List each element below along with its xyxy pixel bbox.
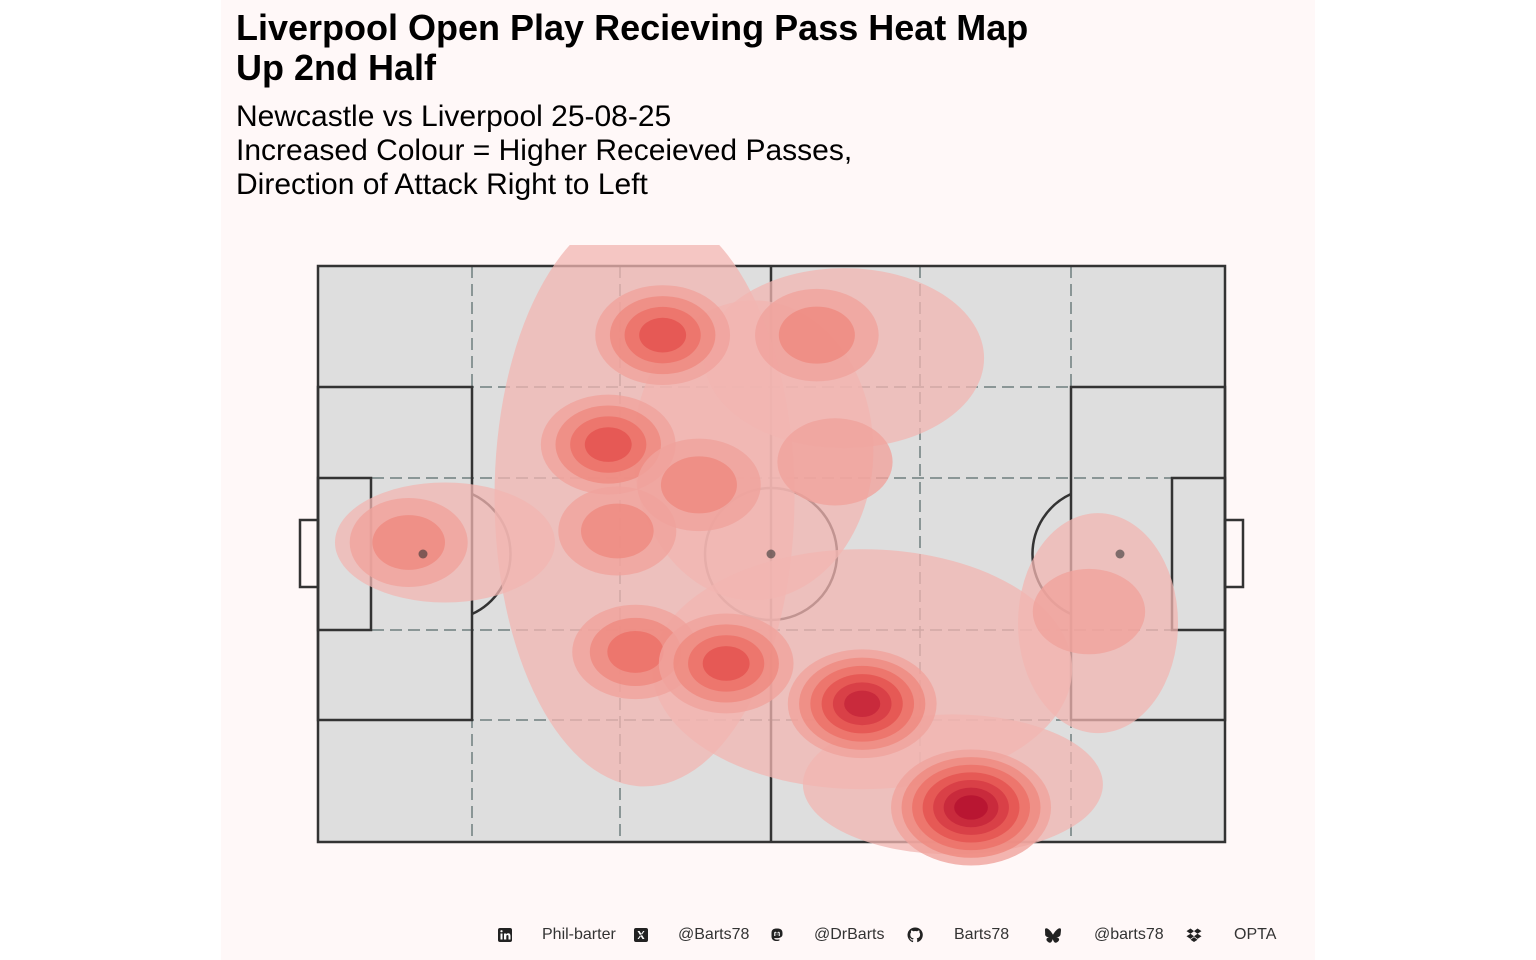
right-goal xyxy=(1223,518,1245,589)
density-hotspot-5-level-2 xyxy=(607,630,664,673)
title-line-1: Liverpool Open Play Recieving Pass Heat … xyxy=(236,7,1029,48)
bluesky-icon[interactable] xyxy=(1045,927,1061,943)
mastodon-icon[interactable] xyxy=(769,927,785,943)
subtitle-line-3: Direction of Attack Right to Left xyxy=(236,168,648,201)
density-hotspot-10-level-1 xyxy=(581,503,654,559)
x-handle[interactable]: @Barts78 xyxy=(678,926,750,943)
density-hotspot-11-level-0 xyxy=(1032,568,1146,655)
centre-spot xyxy=(766,549,776,559)
density-hotspot-9-level-1 xyxy=(372,515,446,570)
footer-credits: Phil-barter @Barts78 @DrBarts Barts78 @b… xyxy=(480,924,1300,948)
density-hotspot-7-level-5 xyxy=(844,690,881,717)
title-line-2: Up 2nd Half xyxy=(236,47,437,88)
density-hotspot-6-level-3 xyxy=(702,646,750,681)
density-hotspot-2-level-1 xyxy=(660,456,737,514)
dropbox-icon xyxy=(1186,928,1202,942)
density-hotspot-0-level-3 xyxy=(639,317,687,353)
density-layer xyxy=(334,245,1179,866)
left-penalty-spot xyxy=(418,549,428,559)
density-hotspot-1-level-3 xyxy=(584,427,632,462)
github-icon[interactable] xyxy=(907,927,923,943)
density-hotspot-4-level-0 xyxy=(777,418,893,506)
github-handle[interactable]: Barts78 xyxy=(954,926,1010,943)
linkedin-icon[interactable] xyxy=(497,927,513,943)
right-penalty-spot xyxy=(1115,549,1125,559)
density-hotspot-8-level-6 xyxy=(954,795,988,820)
left-goal xyxy=(298,518,320,589)
chart-title: Liverpool Open Play Recieving Pass Heat … xyxy=(236,8,1236,88)
density-hotspot-3-level-1 xyxy=(778,306,855,364)
mastodon-handle[interactable]: @DrBarts xyxy=(814,926,885,943)
x-twitter-icon[interactable] xyxy=(633,927,649,943)
linkedin-handle[interactable]: Phil-barter xyxy=(542,926,616,943)
data-source: OPTA xyxy=(1234,926,1277,943)
subtitle-line-1: Newcastle vs Liverpool 25-08-25 xyxy=(236,100,672,133)
pitch-spots xyxy=(418,549,1125,559)
subtitle-line-2: Increased Colour = Higher Receieved Pass… xyxy=(236,134,853,167)
bluesky-handle[interactable]: @barts78 xyxy=(1094,926,1164,943)
chart-subtitle: Newcastle vs Liverpool 25-08-25 Increase… xyxy=(236,100,1236,202)
